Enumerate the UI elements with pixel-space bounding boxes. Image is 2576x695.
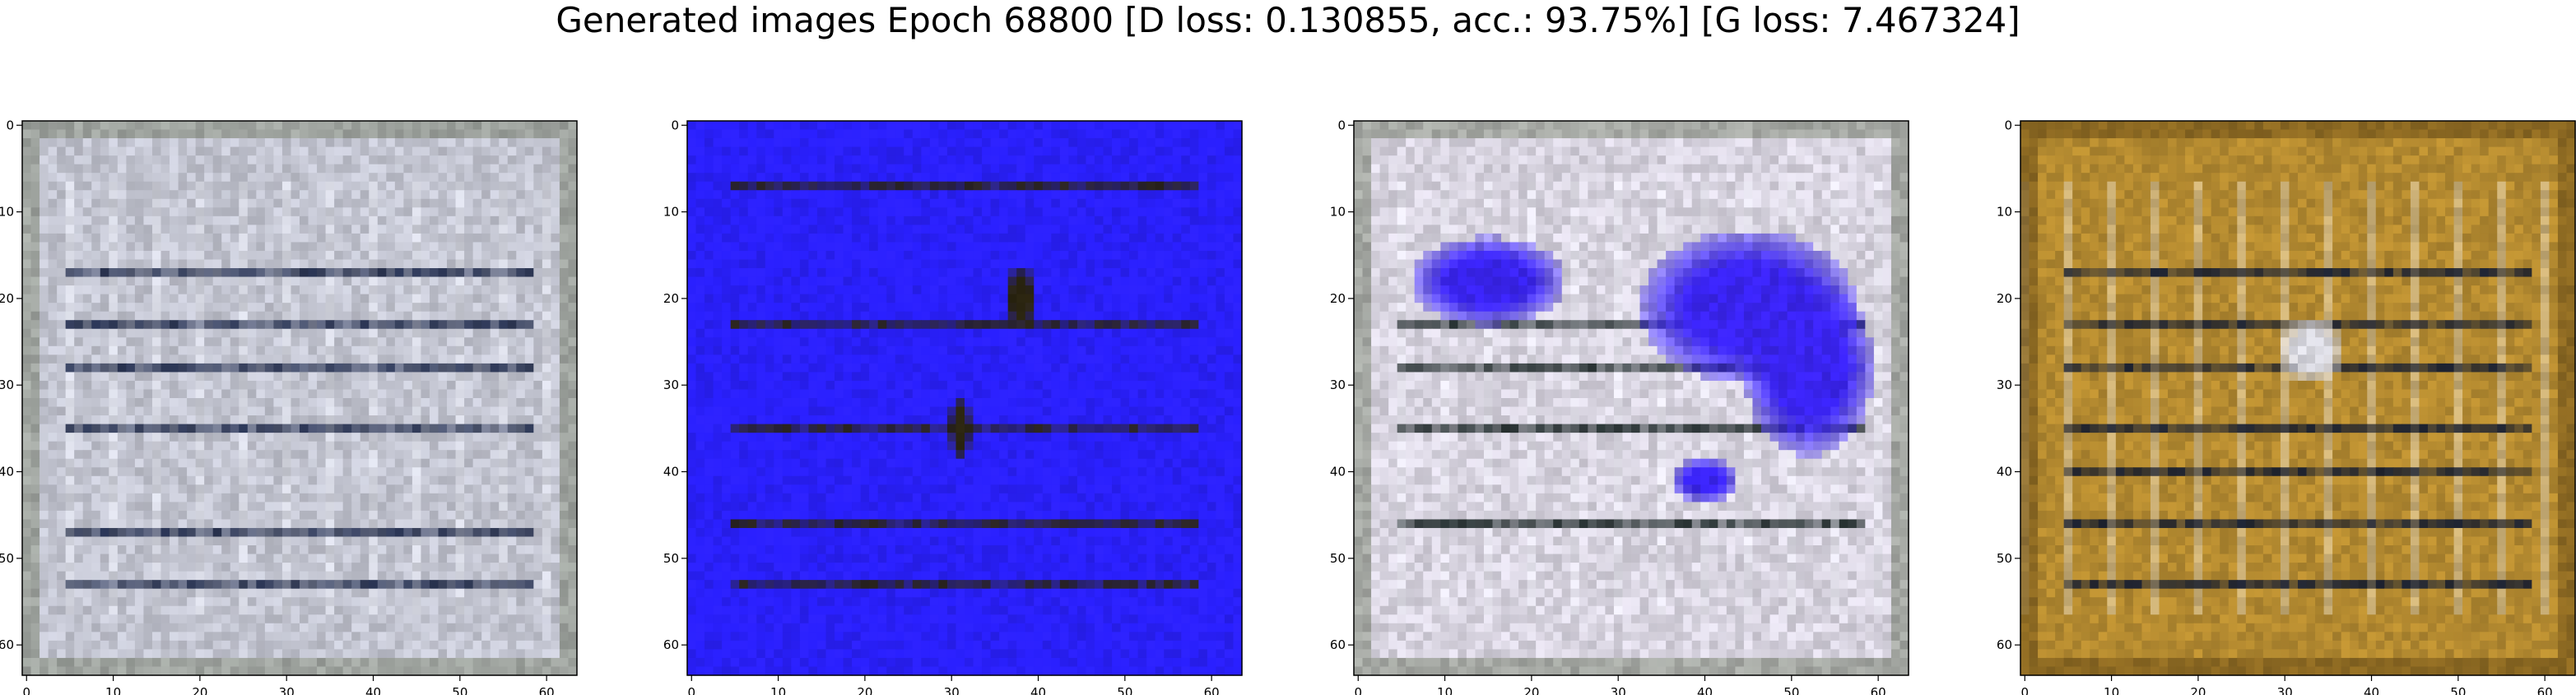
generated-image-3 — [1354, 121, 1909, 676]
axes-frame-4 — [2020, 120, 2576, 676]
y-tick-label: 40 — [663, 465, 679, 480]
image-panel-3: 0 10 20 30 40 50 60 0 10 20 30 40 50 60 — [1330, 118, 1909, 695]
generated-image-4 — [2020, 121, 2576, 676]
y-tick-label: 40 — [1997, 465, 2012, 480]
x-tick-label: 0 — [687, 685, 695, 695]
y-tick-label: 20 — [1997, 291, 2012, 306]
generated-image-1 — [22, 121, 578, 676]
y-tick-label: 0 — [671, 118, 679, 132]
axes-frame-2 — [686, 120, 1243, 676]
y-tick-label: 30 — [663, 378, 679, 392]
x-tick-label: 30 — [1611, 685, 1626, 695]
x-tick-label: 0 — [22, 685, 30, 695]
y-tick-label: 30 — [0, 378, 14, 392]
x-tick-label: 20 — [1523, 685, 1539, 695]
x-tick-label: 50 — [2450, 685, 2466, 695]
image-panel-4: 0 10 20 30 40 50 60 0 10 20 30 40 50 60 — [1997, 118, 2576, 695]
image-panel-1: 0 10 20 30 40 50 60 0 10 20 30 40 50 60 — [0, 118, 578, 695]
x-tick-label: 0 — [2020, 685, 2029, 695]
x-tick-label: 40 — [2364, 685, 2379, 695]
x-tick-label: 10 — [770, 685, 786, 695]
x-tick-label: 20 — [857, 685, 872, 695]
y-tick-label: 0 — [6, 118, 14, 132]
y-tick-label: 20 — [1330, 291, 1346, 306]
y-tick-label: 20 — [663, 291, 679, 306]
axes-frame-1 — [21, 120, 578, 676]
figure-title: Generated images Epoch 68800 [D loss: 0.… — [556, 0, 2020, 40]
x-tick-label: 50 — [1117, 685, 1132, 695]
x-tick-label: 30 — [2277, 685, 2293, 695]
y-tick-label: 10 — [1997, 205, 2012, 220]
y-tick-label: 60 — [1997, 637, 2012, 652]
y-tick-label: 30 — [1997, 378, 2012, 392]
x-tick-label: 20 — [192, 685, 207, 695]
x-tick-label: 0 — [1354, 685, 1362, 695]
y-tick-label: 40 — [0, 465, 14, 480]
x-tick-label: 40 — [365, 685, 381, 695]
x-tick-label: 40 — [1030, 685, 1046, 695]
y-tick-label: 40 — [1330, 465, 1346, 480]
y-tick-label: 50 — [1997, 551, 2012, 566]
y-tick-label: 50 — [1330, 551, 1346, 566]
y-tick-label: 10 — [663, 205, 679, 220]
y-tick-label: 10 — [1330, 205, 1346, 220]
x-tick-label: 50 — [1783, 685, 1799, 695]
y-tick-label: 60 — [663, 637, 679, 652]
x-tick-label: 60 — [1204, 685, 1220, 695]
y-tick-label: 50 — [663, 551, 679, 566]
x-tick-label: 50 — [452, 685, 467, 695]
y-tick-label: 30 — [1330, 378, 1346, 392]
x-tick-label: 60 — [539, 685, 555, 695]
x-tick-label: 60 — [2537, 685, 2553, 695]
generated-image-2 — [687, 121, 1243, 676]
image-panel-2: 0 10 20 30 40 50 60 0 10 20 30 40 50 60 — [663, 118, 1243, 695]
x-tick-label: 10 — [1437, 685, 1453, 695]
y-tick-label: 0 — [2004, 118, 2012, 132]
x-tick-label: 30 — [944, 685, 960, 695]
y-tick-label: 60 — [1330, 637, 1346, 652]
x-tick-label: 10 — [2104, 685, 2119, 695]
x-tick-label: 20 — [2190, 685, 2206, 695]
axes-frame-3 — [1353, 120, 1909, 676]
x-tick-label: 60 — [1871, 685, 1886, 695]
y-tick-label: 20 — [0, 291, 14, 306]
x-tick-label: 10 — [105, 685, 121, 695]
y-tick-label: 10 — [0, 205, 14, 220]
y-tick-label: 0 — [1337, 118, 1346, 132]
y-tick-label: 60 — [0, 637, 14, 652]
x-tick-label: 40 — [1697, 685, 1713, 695]
x-tick-label: 30 — [279, 685, 295, 695]
y-tick-label: 50 — [0, 551, 14, 566]
